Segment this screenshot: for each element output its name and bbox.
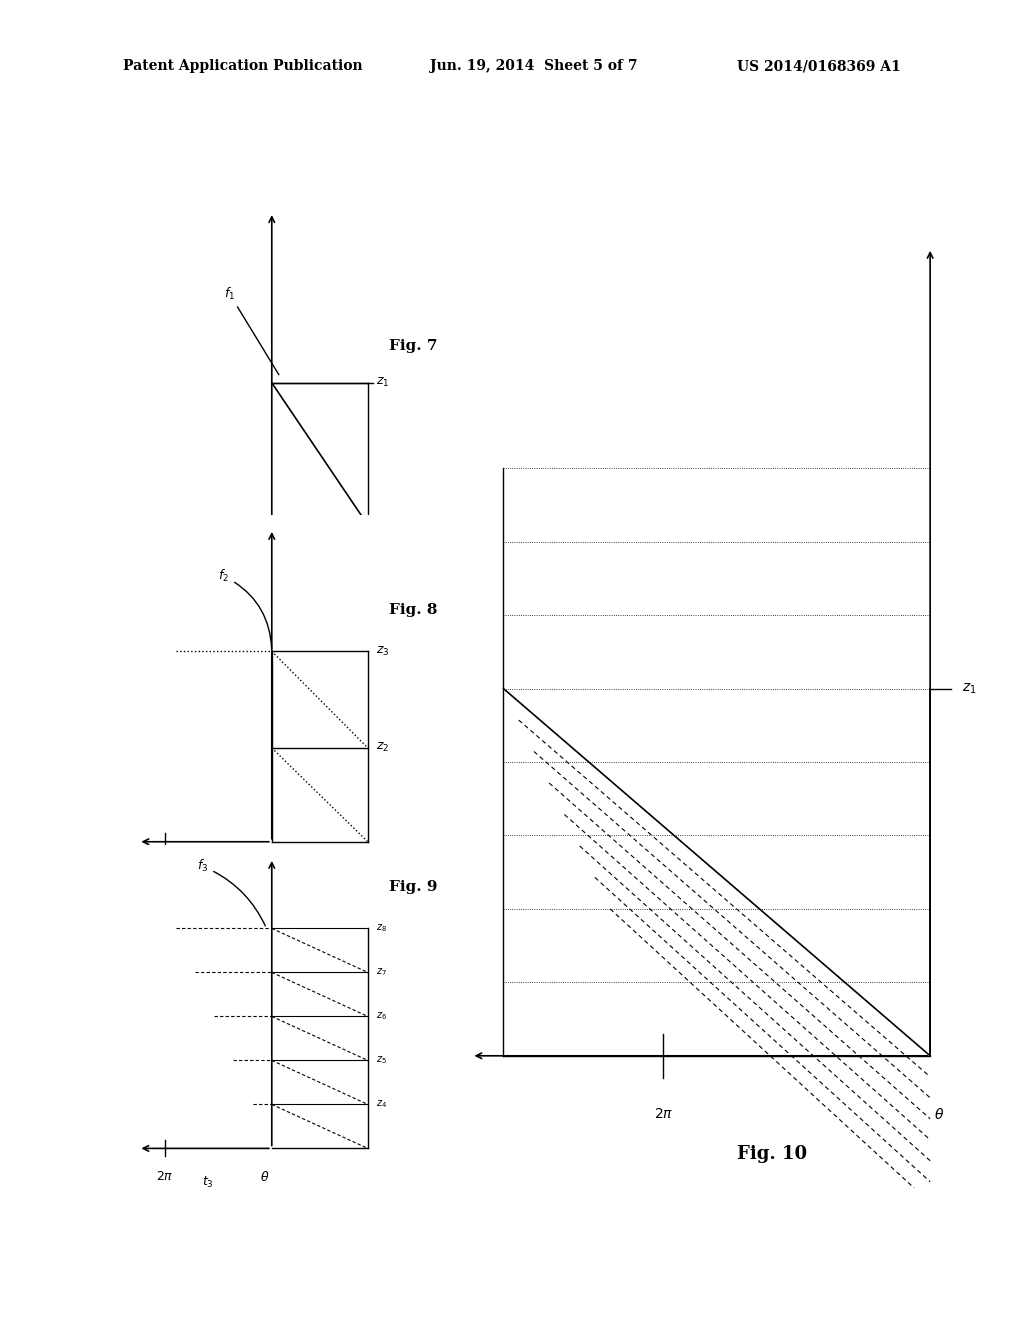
Text: $\theta$: $\theta$ — [260, 865, 269, 879]
Text: $z_4$: $z_4$ — [376, 1098, 387, 1110]
Text: $z_5$: $z_5$ — [376, 1055, 387, 1067]
Text: Fig. 9: Fig. 9 — [389, 880, 437, 894]
Text: $z_1$: $z_1$ — [963, 681, 977, 696]
Text: $\theta$: $\theta$ — [934, 1107, 944, 1122]
Text: $\theta$: $\theta$ — [260, 1170, 269, 1184]
Text: $2\pi$: $2\pi$ — [653, 1107, 673, 1121]
Text: $t_3$: $t_3$ — [202, 1175, 214, 1189]
Text: Fig. 8: Fig. 8 — [389, 603, 437, 616]
Text: $2\pi$: $2\pi$ — [157, 865, 174, 878]
Text: $\theta$: $\theta$ — [260, 548, 269, 562]
Text: US 2014/0168369 A1: US 2014/0168369 A1 — [737, 59, 901, 74]
Text: $f_1$: $f_1$ — [224, 285, 279, 375]
Text: $2\pi$: $2\pi$ — [157, 1170, 174, 1183]
Text: Patent Application Publication: Patent Application Publication — [123, 59, 362, 74]
Text: $z_8$: $z_8$ — [376, 923, 387, 935]
Text: $z_7$: $z_7$ — [376, 966, 387, 978]
Text: $f_2$: $f_2$ — [218, 568, 271, 648]
Text: Jun. 19, 2014  Sheet 5 of 7: Jun. 19, 2014 Sheet 5 of 7 — [430, 59, 638, 74]
Text: $t_2$: $t_2$ — [202, 870, 214, 886]
Text: $z_6$: $z_6$ — [376, 1011, 387, 1022]
Text: $z_2$: $z_2$ — [376, 742, 389, 755]
Text: $z_3$: $z_3$ — [376, 644, 390, 657]
Text: Fig. 7: Fig. 7 — [389, 339, 437, 352]
Text: $f_3$: $f_3$ — [197, 858, 265, 925]
Text: $t_1$: $t_1$ — [202, 553, 214, 569]
Text: Fig. 10: Fig. 10 — [737, 1144, 807, 1163]
Text: $2\pi$: $2\pi$ — [157, 548, 174, 561]
Text: $z_1$: $z_1$ — [376, 376, 390, 389]
